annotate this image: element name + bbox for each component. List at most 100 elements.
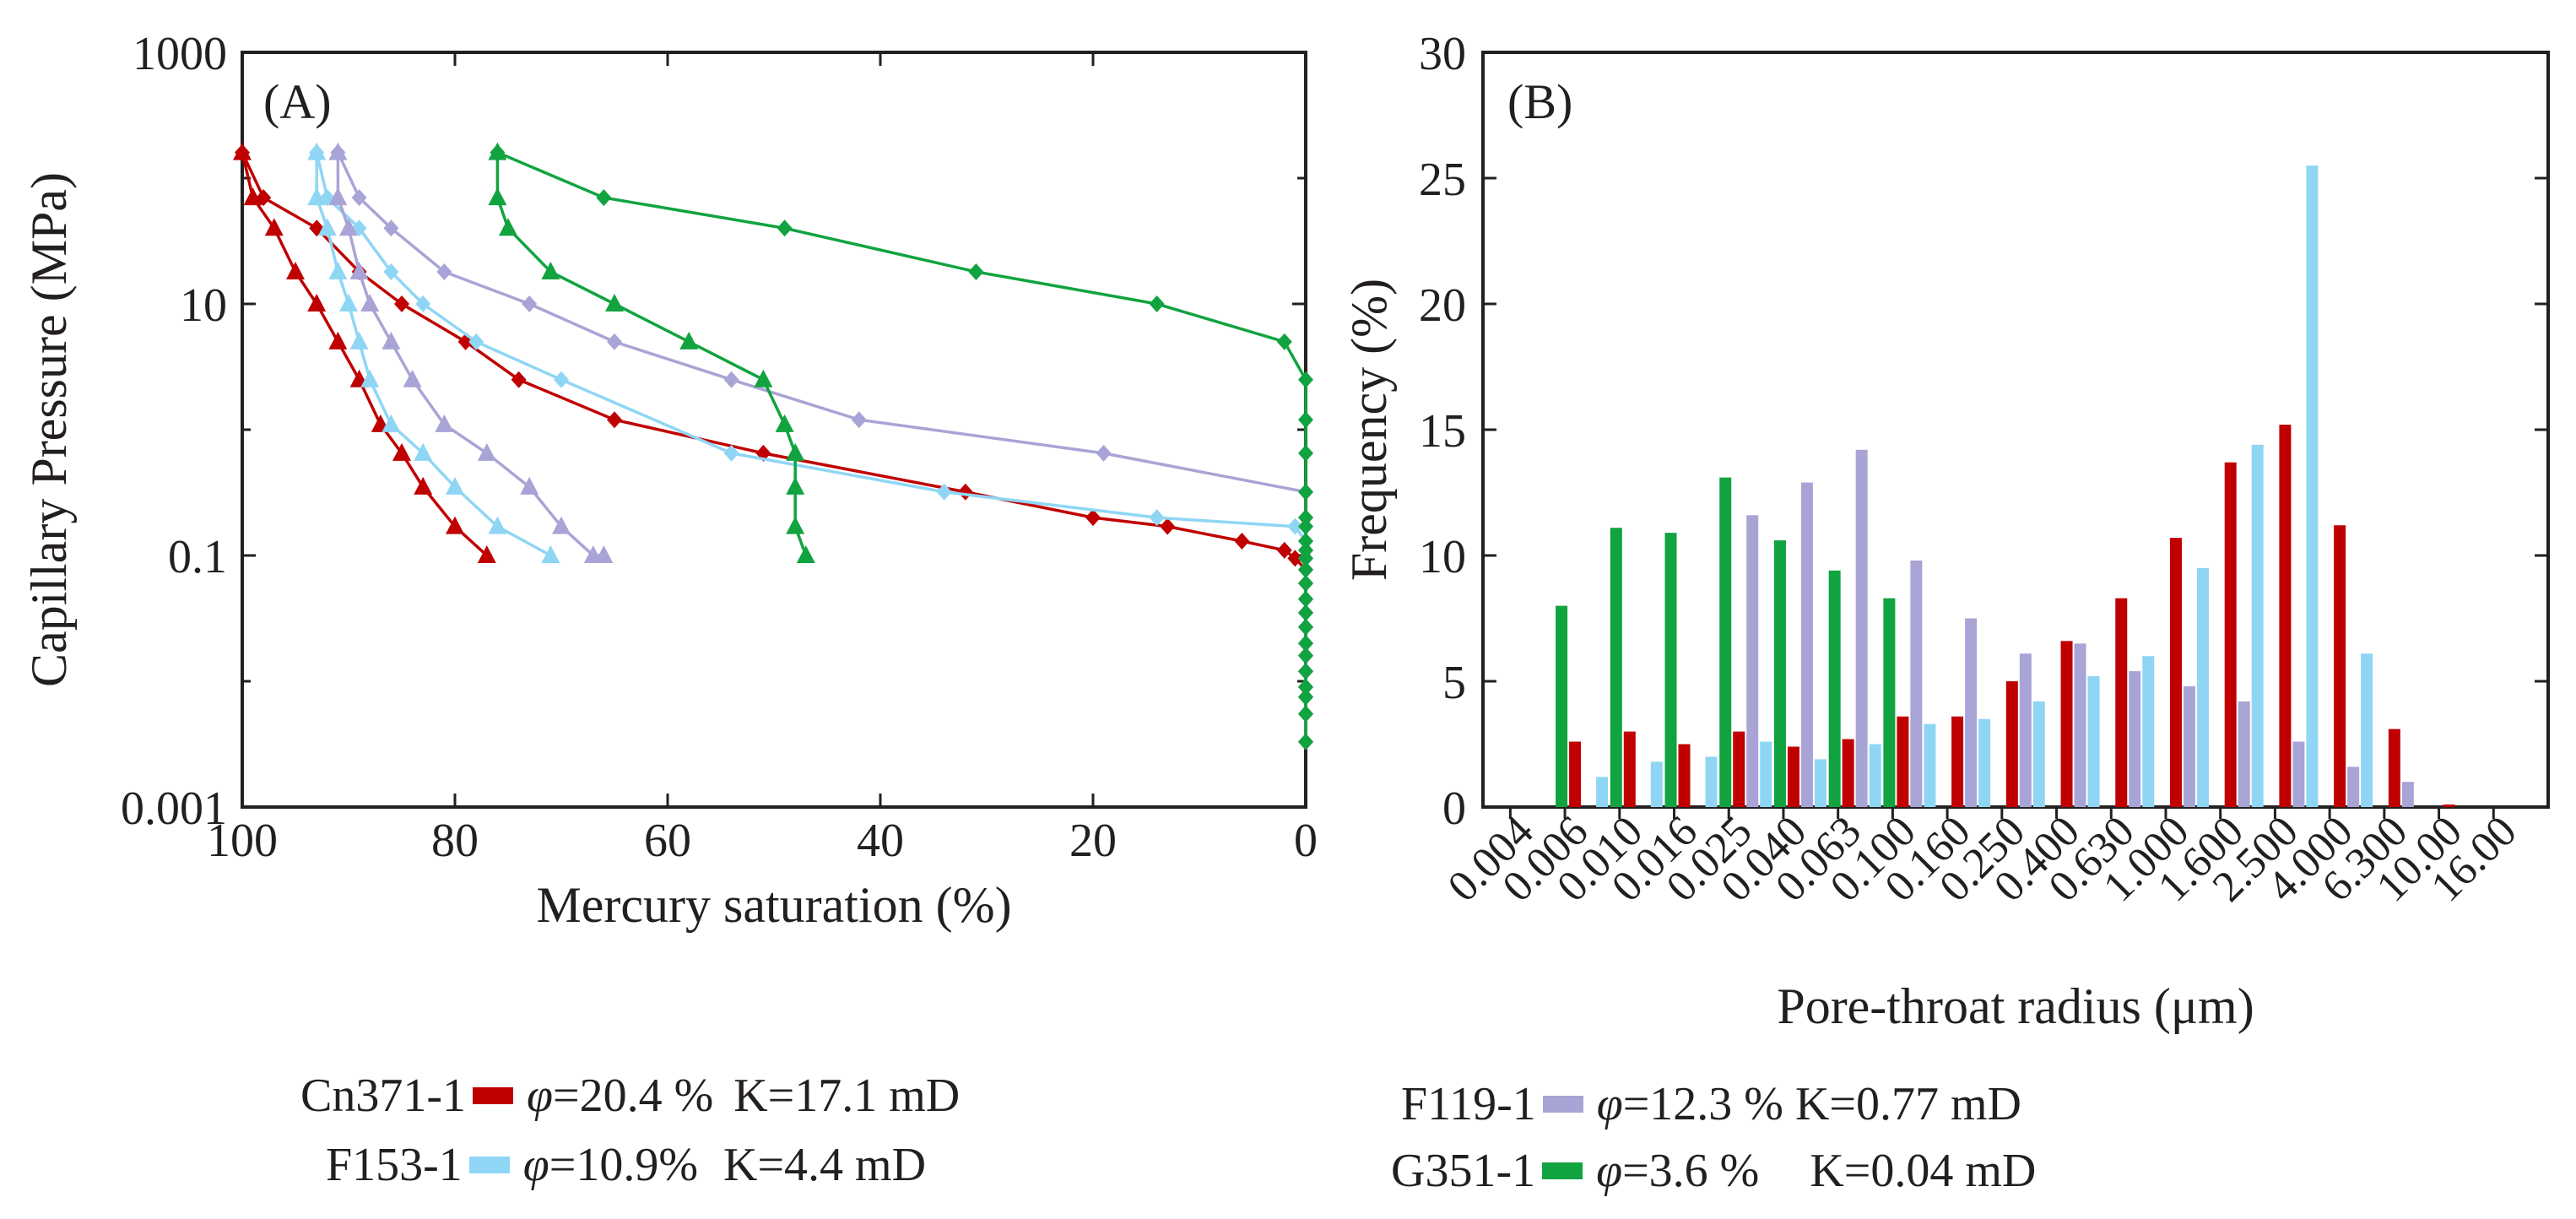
data-point (286, 261, 305, 279)
bar-f153-1 (1705, 756, 1718, 807)
bar-cn371-1 (1787, 746, 1799, 807)
bar-g351-1 (1664, 533, 1677, 807)
legend-item-f153: F153-1 φ =10.9% K=4.4 mD (326, 1138, 926, 1192)
data-point (1298, 678, 1313, 696)
bar-g351-1 (1556, 605, 1568, 807)
bar-f119-1 (2074, 643, 2086, 807)
bar-cn371-1 (1569, 741, 1582, 807)
bar-f153-1 (2251, 444, 2264, 807)
legend-item-cn371: Cn371-1 φ =20.4 % K=17.1 mD (300, 1069, 960, 1123)
bar-cn371-1 (2115, 598, 2128, 807)
legend-swatch (473, 1087, 513, 1104)
data-point (1276, 541, 1292, 559)
panel-b-x-ticks: 0.0040.0060.0100.0160.0250.0400.0630.100… (1439, 807, 2526, 911)
data-point (307, 142, 327, 160)
panel-a-y-axis-label: Capillary Pressure (MPa) (21, 172, 77, 687)
bar-f153-1 (1814, 759, 1826, 807)
bar-f153-1 (2032, 701, 2045, 807)
bar-cn371-1 (2224, 462, 2237, 807)
data-point (1298, 688, 1313, 706)
data-point (349, 331, 369, 349)
data-point (1298, 663, 1313, 680)
y-tick-label: 10 (1419, 531, 1466, 583)
data-point (383, 263, 399, 280)
legend-item-f119: F119-1 φ =12.3 % K=0.77 mD (1401, 1077, 2021, 1131)
x-tick-label: 0 (1294, 815, 1318, 867)
bar-f153-1 (1869, 744, 1881, 807)
y-tick-label: 1000 (133, 28, 227, 80)
bar-f153-1 (1924, 723, 1936, 807)
data-point (1160, 517, 1176, 535)
panel-b-bars (1556, 165, 2455, 808)
y-tick-label: 0 (1442, 783, 1466, 835)
bar-g351-1 (1828, 570, 1841, 807)
data-point (339, 218, 358, 236)
panel-b-y-ticks: 0 5 10 15 20 25 30 (1419, 28, 2548, 835)
data-point (754, 369, 773, 387)
legend-swatch (1542, 1162, 1583, 1179)
data-point (1298, 533, 1313, 550)
data-point (415, 295, 431, 312)
data-point (1149, 509, 1165, 527)
data-point (1298, 635, 1313, 653)
data-point (1298, 647, 1313, 664)
data-point (786, 476, 805, 495)
panel-b-chart: (B) 0 5 10 15 20 25 30 0.0040.0060.0100.0160.0… (1341, 28, 2550, 1034)
legend-permeability: K=4.4 mD (723, 1139, 927, 1191)
bar-f153-1 (2306, 165, 2319, 808)
data-point (1234, 533, 1250, 550)
bar-f153-1 (2196, 567, 2209, 807)
data-point (1298, 483, 1313, 501)
x-tick-label: 40 (857, 815, 904, 867)
legend-swatch (1542, 1096, 1583, 1113)
bar-cn371-1 (1733, 731, 1745, 807)
x-tick-label: 60 (644, 815, 691, 867)
data-point (1287, 517, 1303, 535)
data-point (607, 411, 622, 429)
bar-cn371-1 (1951, 716, 1964, 807)
legend-sample-name: F153-1 (326, 1139, 463, 1191)
data-point (1298, 444, 1313, 462)
legend-phi-symbol: φ (522, 1139, 549, 1191)
bar-cn371-1 (2443, 805, 2455, 807)
data-point (351, 189, 367, 207)
bar-cn371-1 (1623, 731, 1636, 807)
data-point (522, 295, 538, 312)
bar-f153-1 (2087, 676, 2100, 807)
data-point (328, 331, 348, 349)
x-tick-label: 80 (431, 815, 479, 867)
data-point (851, 411, 867, 429)
data-point (317, 218, 337, 236)
bar-f153-1 (1650, 761, 1663, 807)
legend-sample-name: G351-1 (1391, 1145, 1536, 1197)
legend-sample-name: F119-1 (1401, 1078, 1536, 1130)
panel-a-x-axis-label: Mercury saturation (%) (536, 877, 1011, 933)
legend-item-g351: G351-1 φ =3.6 % K=0.04 mD (1391, 1144, 2036, 1198)
panel-a-x-ticks: 100 80 60 40 20 0 (207, 52, 1318, 867)
series-cn371-1-extrusion (233, 142, 496, 563)
legend-porosity: =12.3 % (1622, 1078, 1783, 1130)
y-tick-label: 20 (1419, 279, 1466, 332)
bar-f119-1 (2019, 653, 2032, 807)
series-g351-1-extrusion (488, 142, 815, 563)
legend-sample-name: Cn371-1 (300, 1070, 466, 1122)
bar-f119-1 (1746, 515, 1759, 807)
legend-porosity: =10.9% (549, 1139, 699, 1191)
data-point (1298, 604, 1313, 621)
data-point (511, 371, 527, 388)
data-point (554, 371, 569, 388)
legend-permeability: K=17.1 mD (733, 1070, 961, 1122)
data-point (1298, 517, 1313, 535)
bar-f119-1 (1855, 449, 1868, 807)
bar-f153-1 (1978, 718, 1991, 807)
data-point (339, 294, 358, 312)
panel-a-y-ticks: 1000 10 0.1 0.001 (121, 28, 1306, 835)
bar-f153-1 (1760, 741, 1772, 807)
data-point (1298, 371, 1313, 388)
y-tick-label: 0.001 (121, 783, 227, 835)
legend-phi-symbol: φ (527, 1070, 553, 1122)
bar-cn371-1 (1842, 739, 1854, 807)
bar-f153-1 (1596, 777, 1609, 807)
legend-phi-symbol: φ (1596, 1145, 1623, 1197)
data-point (936, 483, 952, 501)
